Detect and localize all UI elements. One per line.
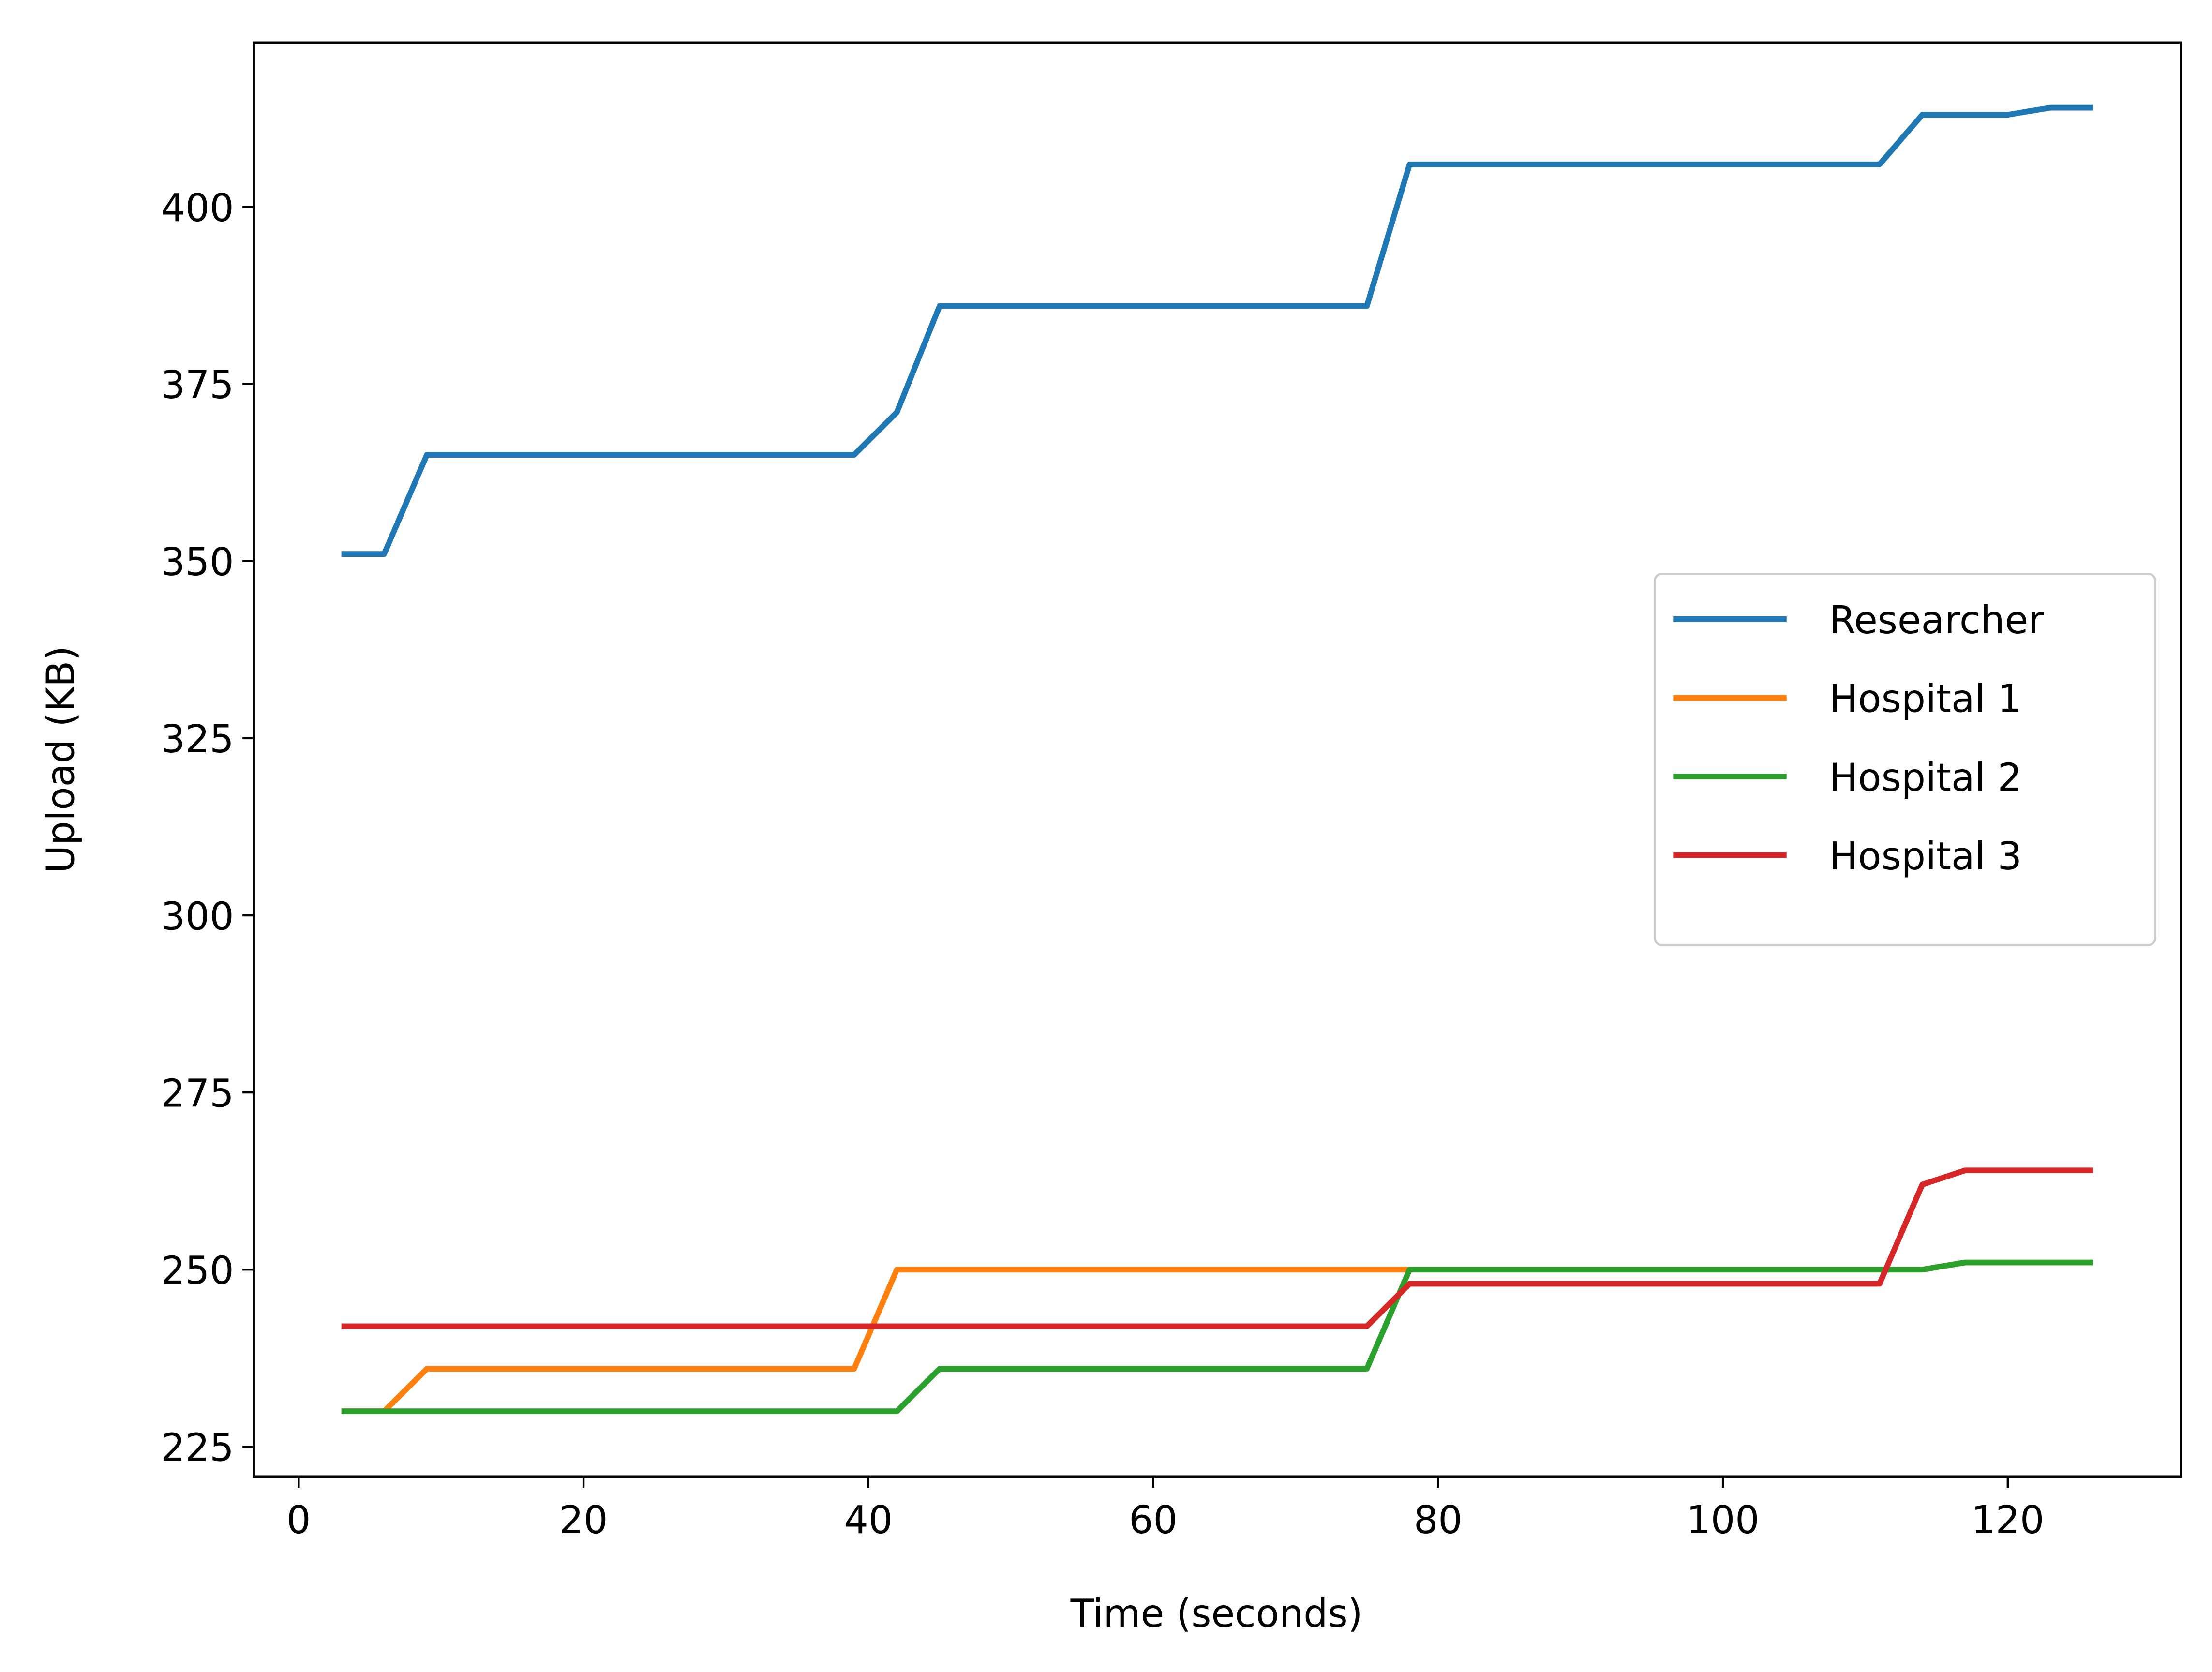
line-series (341, 1259, 2093, 1414)
y-axis-label: Upload (KB) (38, 646, 83, 873)
x-tick-label: 20 (559, 1498, 608, 1542)
x-tick-label: 100 (1687, 1498, 1760, 1542)
y-tick-label: 300 (161, 894, 234, 939)
legend-label: Hospital 3 (1829, 834, 2022, 879)
legend-label: Hospital 1 (1829, 677, 2022, 721)
y-tick-label: 250 (161, 1249, 234, 1293)
y-tick-label: 400 (161, 186, 234, 230)
x-tick-label: 80 (1414, 1498, 1463, 1542)
x-tick-label: 60 (1129, 1498, 1178, 1542)
x-tick-label: 120 (1971, 1498, 2044, 1542)
y-tick-label: 375 (161, 363, 234, 407)
plot-frame (253, 41, 2182, 1478)
y-tick-label: 275 (161, 1071, 234, 1116)
y-tick-label: 350 (161, 540, 234, 584)
legend-label: Researcher (1829, 598, 2045, 642)
x-tick-label: 0 (286, 1498, 311, 1542)
y-tick-label: 325 (161, 717, 234, 761)
legend-label: Hospital 2 (1829, 755, 2022, 800)
line-series (341, 1167, 2093, 1329)
x-tick-label: 40 (844, 1498, 893, 1542)
x-axis-label: Time (seconds) (1070, 1591, 1363, 1636)
y-tick-label: 225 (161, 1426, 234, 1470)
line-series (341, 104, 2093, 557)
